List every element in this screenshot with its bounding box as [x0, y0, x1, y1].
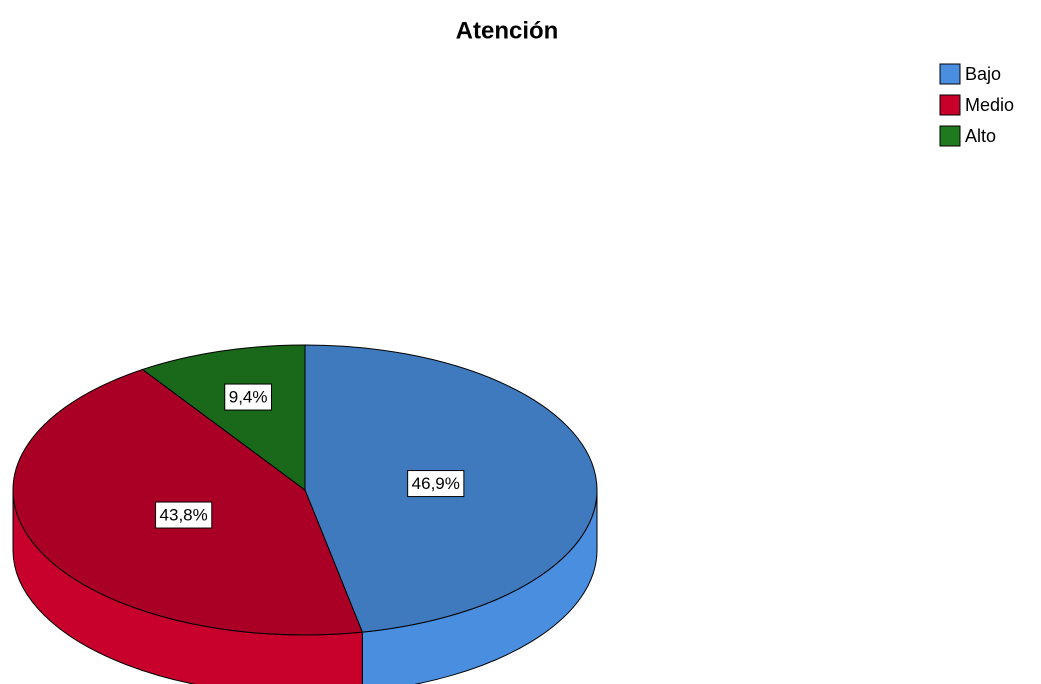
data-label-box [407, 470, 465, 498]
data-label: 43,8% [155, 501, 213, 529]
data-label: 9,4% [224, 383, 272, 411]
data-label-text: 46,9% [412, 474, 460, 493]
pie-slice [141, 344, 306, 491]
data-label-text: 9,4% [229, 388, 268, 407]
data-label-box [155, 501, 213, 529]
data-label-box [224, 383, 272, 411]
legend-swatch [939, 94, 961, 116]
legend-label: Bajo [965, 64, 1001, 84]
legend-swatch [939, 125, 961, 147]
legend-label: Medio [965, 95, 1014, 115]
data-label: 46,9% [407, 470, 465, 498]
legend-label: Alto [965, 126, 996, 146]
chart-title: Atención [456, 17, 559, 44]
pie-tops [12, 344, 598, 636]
data-label-text: 43,8% [160, 506, 208, 525]
legend-swatch [939, 63, 961, 85]
